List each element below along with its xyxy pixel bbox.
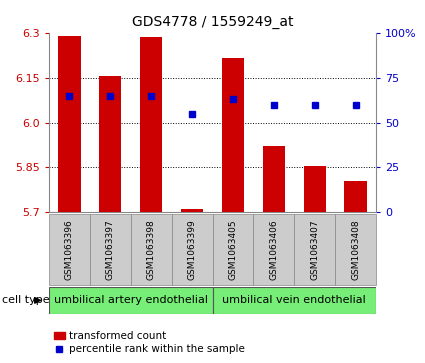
Bar	[49, 287, 212, 314]
Bar	[222, 58, 244, 212]
Bar	[303, 166, 326, 212]
Bar	[294, 214, 335, 285]
Bar	[90, 214, 131, 285]
Text: GSM1063405: GSM1063405	[229, 219, 238, 280]
Bar	[131, 214, 172, 285]
Text: umbilical artery endothelial: umbilical artery endothelial	[54, 295, 208, 305]
Bar	[58, 36, 81, 212]
Text: cell type: cell type	[2, 295, 50, 305]
Bar	[263, 147, 285, 212]
Text: GSM1063399: GSM1063399	[187, 219, 196, 280]
Bar	[344, 181, 367, 212]
Bar	[335, 214, 376, 285]
Text: GSM1063407: GSM1063407	[310, 219, 319, 280]
Bar	[140, 37, 162, 212]
Bar	[49, 214, 90, 285]
Title: GDS4778 / 1559249_at: GDS4778 / 1559249_at	[132, 15, 293, 29]
Text: GSM1063408: GSM1063408	[351, 219, 360, 280]
Bar	[253, 214, 294, 285]
Text: GSM1063396: GSM1063396	[65, 219, 74, 280]
Bar	[212, 214, 253, 285]
Text: GSM1063397: GSM1063397	[106, 219, 115, 280]
Bar	[172, 214, 212, 285]
Legend: transformed count, percentile rank within the sample: transformed count, percentile rank withi…	[54, 331, 244, 354]
Bar	[99, 76, 122, 212]
Text: GSM1063398: GSM1063398	[147, 219, 156, 280]
Text: GSM1063406: GSM1063406	[269, 219, 278, 280]
Text: umbilical vein endothelial: umbilical vein endothelial	[222, 295, 366, 305]
Bar	[181, 209, 203, 212]
Bar	[212, 287, 376, 314]
